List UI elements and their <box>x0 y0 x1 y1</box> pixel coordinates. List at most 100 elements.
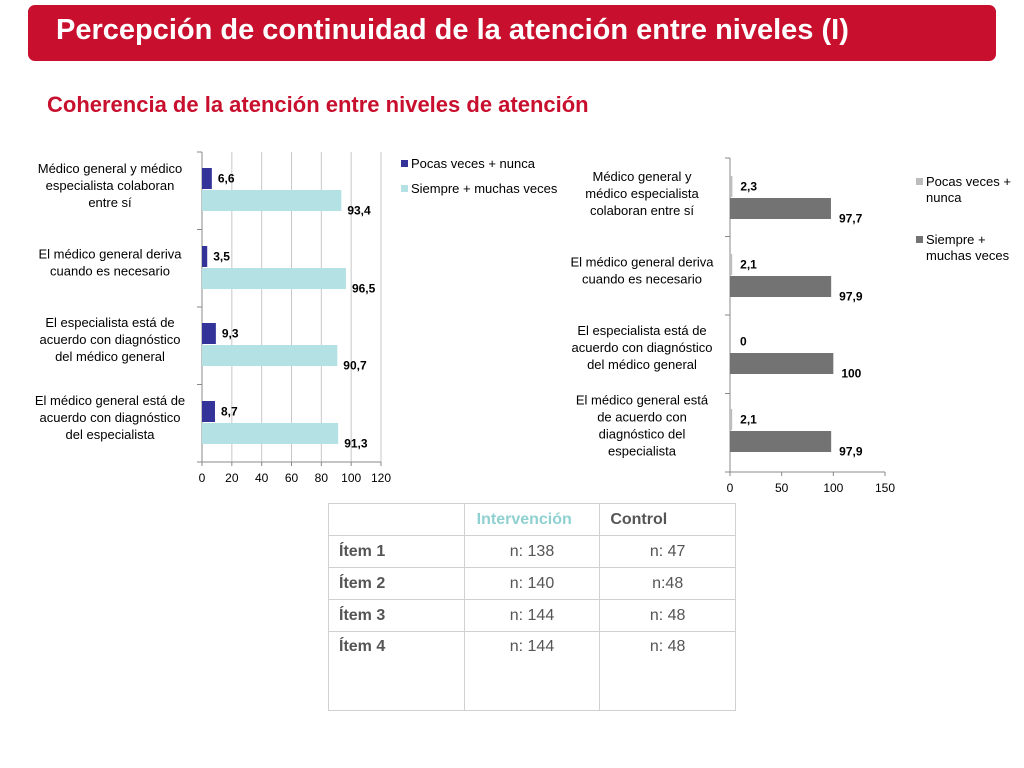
table-cell-control: n:48 <box>599 567 736 600</box>
table-cell-control: n: 47 <box>599 535 736 568</box>
bar-pocas <box>202 246 208 267</box>
category-label: acuerdo con diagnóstico <box>572 340 713 355</box>
table-row: Ítem 2 n: 140 n:48 <box>328 567 736 600</box>
legend-label-siempre: Siempre + muchas veces <box>411 181 558 196</box>
title-bar: Percepción de continuidad de la atención… <box>28 5 996 61</box>
data-label-siempre: 100 <box>841 367 861 381</box>
x-tick-label: 80 <box>315 471 329 485</box>
table-cell-control: n: 48 <box>599 631 736 711</box>
legend-swatch-siempre <box>916 236 923 243</box>
bar-siempre <box>202 423 339 444</box>
category-label: especialista colaboran <box>46 178 175 193</box>
table-header-intervencion: Intervención <box>463 503 601 536</box>
data-label-siempre: 97,9 <box>839 290 863 304</box>
legend-swatch-pocas <box>916 178 923 185</box>
x-tick-label: 150 <box>875 481 895 495</box>
data-label-pocas: 3,5 <box>213 250 230 264</box>
bar-pocas <box>730 409 733 430</box>
category-label: El especialista está de <box>577 323 706 338</box>
category-label: El médico general está <box>576 393 709 408</box>
x-tick-label: 20 <box>225 471 239 485</box>
data-label-pocas: 2,1 <box>740 258 757 272</box>
table-header-cell <box>328 503 465 536</box>
bar-siempre <box>730 353 834 374</box>
category-label: Médico general y <box>593 169 692 184</box>
bar-siempre <box>202 268 346 289</box>
x-tick-label: 50 <box>775 481 789 495</box>
category-label: acuerdo con diagnóstico <box>40 410 181 425</box>
bar-pocas <box>202 401 215 422</box>
table-row: Ítem 3 n: 144 n: 48 <box>328 599 736 632</box>
x-tick-label: 120 <box>371 471 391 485</box>
category-label: del médico general <box>55 349 165 364</box>
bar-pocas <box>202 323 216 344</box>
bar-siempre <box>202 345 338 366</box>
data-label-pocas: 2,1 <box>740 413 757 427</box>
bar-pocas <box>730 176 733 197</box>
table-cell-control: n: 48 <box>599 599 736 632</box>
data-label-siempre: 97,7 <box>839 212 863 226</box>
legend-label-pocas: Pocas veces + nunca <box>411 156 536 171</box>
table-cell-intervencion: n: 144 <box>463 631 601 711</box>
bar-siempre <box>730 431 832 452</box>
x-tick-label: 60 <box>285 471 299 485</box>
legend-label-pocas: Pocas veces + <box>926 174 1011 189</box>
x-tick-label: 100 <box>341 471 361 485</box>
data-label-pocas: 8,7 <box>221 405 238 419</box>
table-cell-intervencion: n: 138 <box>463 535 601 568</box>
category-label: entre sí <box>88 195 132 210</box>
category-label: del médico general <box>587 357 697 372</box>
data-label-siempre: 90,7 <box>343 359 367 373</box>
category-label: Médico general y médico <box>38 161 183 176</box>
category-label: El especialista está de <box>45 315 174 330</box>
data-label-pocas: 9,3 <box>222 327 239 341</box>
table-row: Ítem 1 n: 138 n: 47 <box>328 535 736 568</box>
table-cell-item: Ítem 4 <box>328 631 465 711</box>
category-label: del especialista <box>66 427 156 442</box>
table-header-row: Intervención Control <box>328 503 736 536</box>
bar-siempre <box>730 276 832 297</box>
x-tick-label: 0 <box>727 481 734 495</box>
sample-size-table: Intervención Control Ítem 1 n: 138 n: 47… <box>328 503 736 711</box>
data-label-pocas: 0 <box>740 335 747 349</box>
category-label: acuerdo con diagnóstico <box>40 332 181 347</box>
x-tick-label: 100 <box>823 481 843 495</box>
data-label-pocas: 6,6 <box>218 172 235 186</box>
category-label: cuando es necesario <box>582 272 702 287</box>
page-subtitle: Coherencia de la atención entre niveles … <box>47 92 589 117</box>
category-label: El médico general deriva <box>570 255 714 270</box>
category-label: especialista <box>608 444 677 459</box>
legend-label-siempre: Siempre + <box>926 232 986 247</box>
bar-pocas <box>730 254 733 275</box>
table-cell-item: Ítem 2 <box>328 567 465 600</box>
table-cell-intervencion: n: 140 <box>463 567 601 600</box>
bar-siempre <box>730 198 831 219</box>
legend-label-siempre: muchas veces <box>926 248 1010 263</box>
data-label-siempre: 93,4 <box>347 204 371 218</box>
x-tick-label: 0 <box>199 471 206 485</box>
category-label: El médico general está de <box>35 393 185 408</box>
data-label-siempre: 96,5 <box>352 282 376 296</box>
table-header-control: Control <box>599 503 736 536</box>
bar-siempre <box>202 190 342 211</box>
legend-swatch-pocas <box>401 160 408 167</box>
table-cell-item: Ítem 3 <box>328 599 465 632</box>
data-label-pocas: 2,3 <box>740 180 757 194</box>
category-label: de acuerdo con <box>597 410 687 425</box>
category-label: cuando es necesario <box>50 264 170 279</box>
category-label: diagnóstico del <box>599 427 686 442</box>
category-label: colaboran entre sí <box>590 203 694 218</box>
data-label-siempre: 91,3 <box>344 437 368 451</box>
table-cell-item: Ítem 1 <box>328 535 465 568</box>
legend-label-pocas: nunca <box>926 190 962 205</box>
table-row: Ítem 4 n: 144 n: 48 <box>328 631 736 711</box>
legend-swatch-siempre <box>401 185 408 192</box>
x-tick-label: 40 <box>255 471 269 485</box>
category-label: El médico general deriva <box>38 247 182 262</box>
page-title: Percepción de continuidad de la atención… <box>56 14 849 46</box>
bar-pocas <box>202 168 212 189</box>
category-label: médico especialista <box>585 186 699 201</box>
data-label-siempre: 97,9 <box>839 445 863 459</box>
